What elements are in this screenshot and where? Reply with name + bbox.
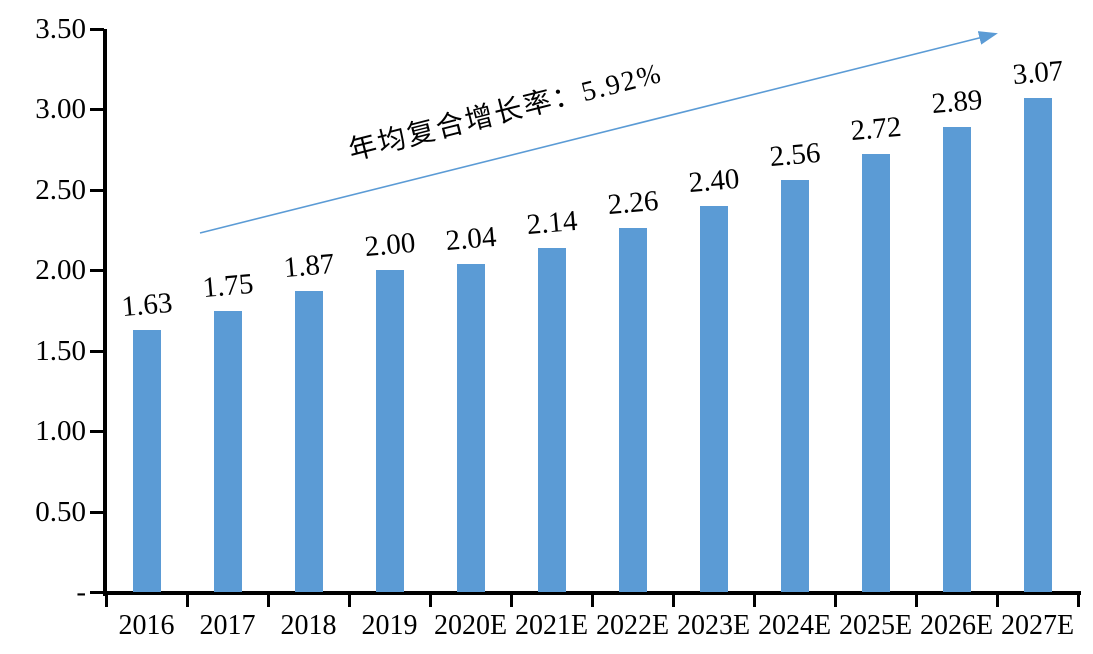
x-tick-mark	[914, 594, 918, 607]
x-tick-mark	[104, 594, 108, 607]
x-axis-tick-label: 2019	[361, 610, 418, 641]
bar	[132, 329, 161, 592]
x-axis-tick-label: 2027E	[1000, 610, 1075, 641]
x-tick-mark	[833, 594, 837, 607]
bar	[294, 291, 323, 592]
x-axis-tick-label: 2016	[118, 610, 175, 641]
bar	[699, 205, 728, 592]
x-axis-line	[103, 591, 1081, 595]
bar	[537, 247, 566, 592]
y-axis-tick-label: 3.00	[35, 93, 86, 126]
y-tick-mark	[90, 430, 104, 434]
x-axis-tick-label: 2025E	[838, 610, 913, 641]
x-tick-mark	[590, 594, 594, 607]
x-tick-mark	[266, 594, 270, 607]
x-axis-tick-label: 2021E	[514, 610, 589, 641]
x-axis-tick-label: 2018	[280, 610, 337, 641]
bar	[780, 180, 809, 592]
bar	[375, 270, 404, 592]
y-axis-tick-label: 3.50	[35, 13, 86, 45]
y-tick-mark	[90, 510, 104, 514]
y-tick-mark	[90, 28, 104, 31]
x-tick-mark	[509, 594, 513, 607]
x-tick-mark	[347, 594, 351, 607]
bar	[942, 127, 971, 592]
x-tick-mark	[671, 594, 675, 607]
x-tick-mark	[752, 594, 756, 607]
bar	[213, 310, 242, 592]
y-axis-tick-label: 2.00	[35, 254, 86, 287]
x-axis-tick-label: 2024E	[757, 610, 832, 641]
bar	[1023, 98, 1052, 592]
x-axis-tick-label: 2022E	[595, 610, 670, 641]
y-axis-tick-label: 0.50	[35, 495, 86, 528]
x-tick-mark	[185, 594, 189, 607]
x-axis-tick-label: 2020E	[433, 610, 508, 641]
y-tick-mark	[90, 188, 104, 192]
x-tick-mark	[995, 594, 999, 607]
y-tick-mark	[90, 269, 104, 273]
x-axis-tick-label: 2026E	[919, 610, 994, 641]
y-axis-tick-label: 2.50	[35, 173, 86, 206]
y-tick-mark	[90, 108, 104, 112]
x-axis-tick-label: 2017	[199, 610, 256, 641]
y-axis-tick-label: -	[76, 576, 86, 608]
y-tick-mark	[90, 349, 104, 353]
y-axis-tick-label: 1.00	[35, 415, 86, 448]
x-tick-mark	[428, 594, 432, 607]
y-axis-line	[103, 29, 107, 596]
y-axis-tick-label: 1.50	[35, 334, 86, 367]
bar	[861, 154, 890, 592]
cagr-arrow-line	[199, 31, 998, 234]
x-tick-mark	[1076, 594, 1080, 607]
bar	[618, 228, 647, 592]
y-tick-mark	[90, 591, 104, 594]
bar	[456, 263, 485, 592]
x-axis-tick-label: 2023E	[676, 610, 751, 641]
